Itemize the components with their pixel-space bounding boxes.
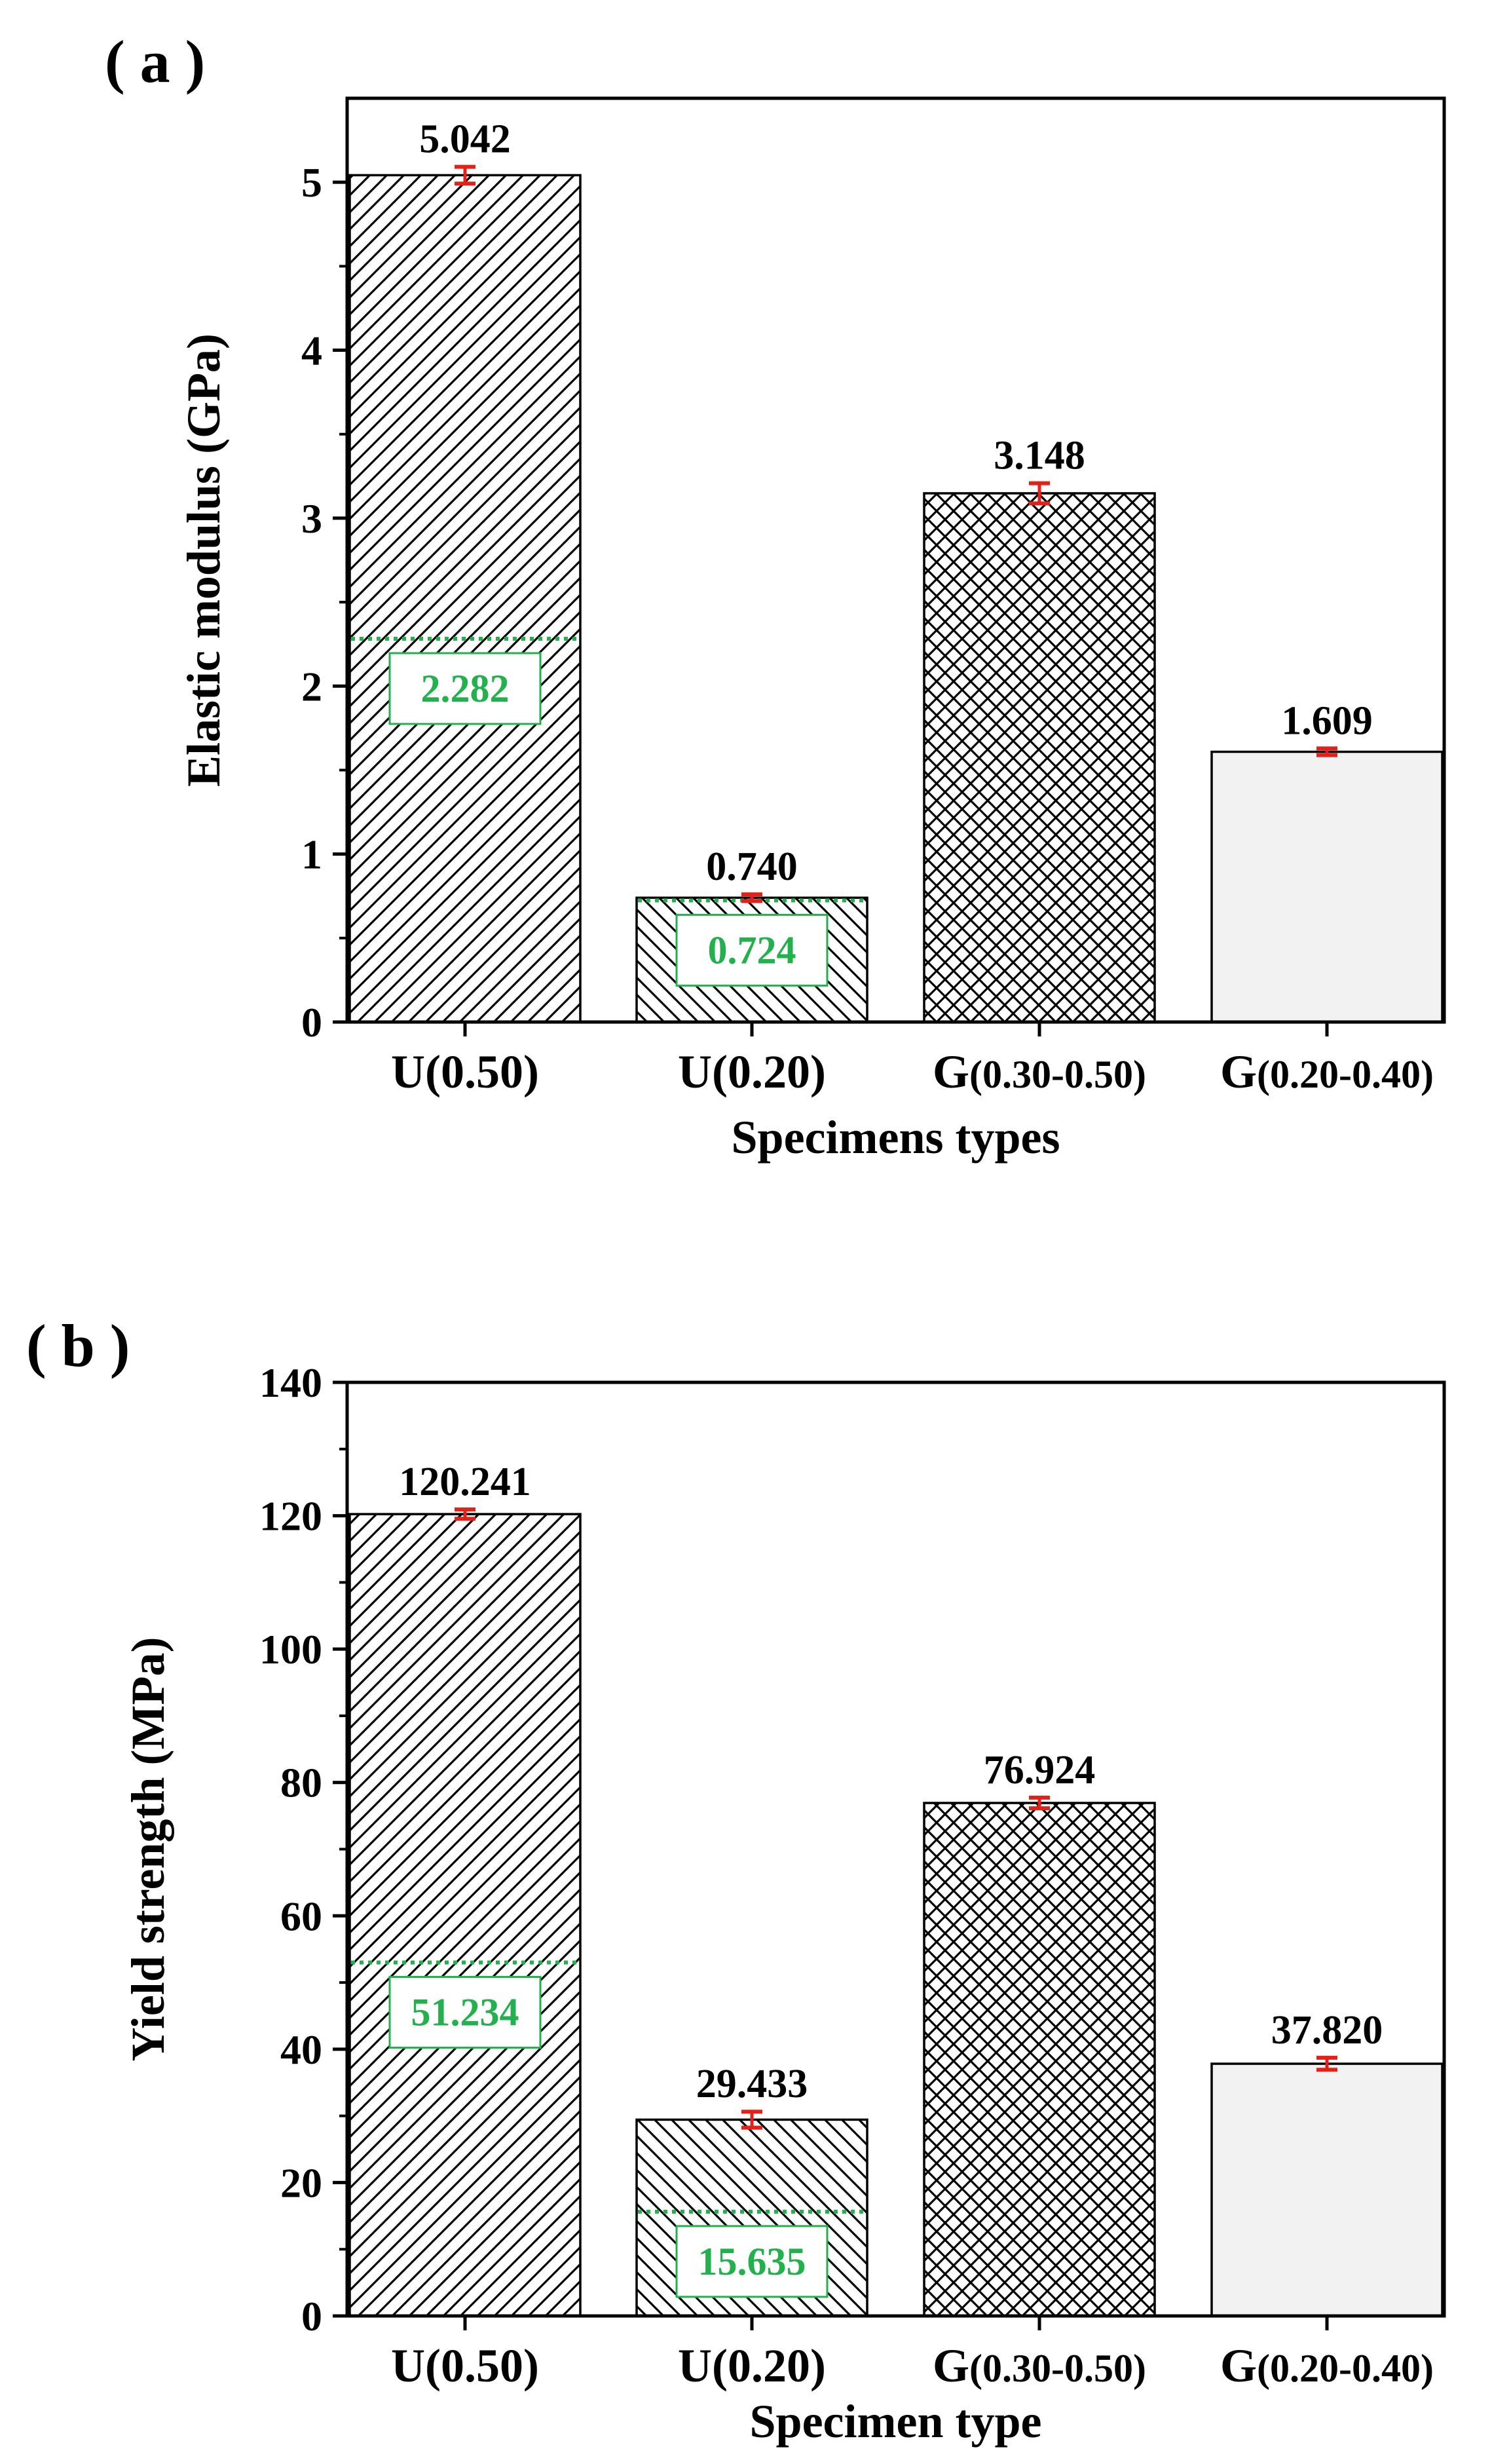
x-tick-label: G(0.30-0.50): [933, 2340, 1146, 2392]
value-label: 3.148: [994, 434, 1085, 478]
y-tick-label: 0: [301, 999, 322, 1046]
y-tick-label: 20: [280, 2159, 322, 2206]
value-label: 5.042: [419, 117, 511, 162]
plot-frame: [345, 96, 1446, 1024]
x-tick-label: G(0.20-0.40): [1220, 1046, 1434, 1098]
panel-label: ( a ): [105, 28, 205, 95]
y-tick-label: 0: [301, 2293, 322, 2340]
y-tick-label: 140: [259, 1359, 322, 1406]
reference-label: 15.635: [698, 2240, 806, 2283]
error-bar: [741, 892, 762, 903]
reference-label: 0.724: [708, 928, 796, 972]
reference-label-box: [675, 2225, 829, 2298]
y-tick-label: 40: [280, 2026, 322, 2073]
x-tick-label: U(0.50): [391, 1046, 539, 1098]
panel-label: ( b ): [26, 1312, 130, 1379]
y-tick-label: 5: [301, 159, 322, 206]
bar: [348, 174, 582, 1023]
x-tick-label: U(0.20): [678, 1046, 826, 1098]
value-label: 0.740: [706, 844, 798, 889]
panel-b-yield-strength: ( b ) 51.234 15.635 120.241 29.433 76.924 37.8…: [26, 1312, 1446, 2448]
y-tick-label: 2: [301, 663, 322, 710]
error-bar: [455, 1507, 476, 1521]
error-bar: [1029, 1795, 1050, 1811]
error-bar: [1029, 481, 1050, 506]
value-label: 76.924: [984, 1748, 1096, 1792]
error-bar: [455, 164, 476, 186]
y-tick-label: 80: [280, 1760, 322, 1806]
y-tick-label: 100: [259, 1626, 322, 1673]
panel-a-elastic-modulus: ( a ) 2.282 0.724 5.042 0.740 3.148 1.609 0 1 2 3 4…: [105, 28, 1446, 1164]
value-label: 1.609: [1281, 698, 1373, 743]
reference-label-box: [388, 652, 542, 725]
bar: [348, 1513, 582, 2317]
error-bar: [1316, 746, 1337, 757]
x-tick-label: G(0.30-0.50): [933, 1046, 1146, 1098]
y-axis-label: Elastic modulus (GPa): [177, 333, 230, 787]
x-axis-label: Specimens types: [732, 1111, 1060, 1164]
bar: [1210, 750, 1444, 1023]
value-label: 37.820: [1271, 2008, 1383, 2053]
y-axis-label: Yield strength (MPa): [122, 1637, 174, 2062]
y-tick-label: 4: [301, 328, 322, 374]
reference-label: 51.234: [411, 1991, 519, 2034]
error-bar: [741, 2110, 762, 2130]
bar: [923, 1802, 1156, 2317]
y-tick-label: 60: [280, 1893, 322, 1939]
x-tick-label: G(0.20-0.40): [1220, 2340, 1434, 2392]
y-tick-label: 1: [301, 831, 322, 878]
bar: [1210, 2062, 1444, 2317]
reference-label-box: [388, 1976, 542, 2049]
y-tick-label: 120: [259, 1493, 322, 1540]
value-label: 29.433: [696, 2062, 808, 2106]
x-axis-label: Specimen type: [750, 2395, 1042, 2448]
reference-label-box: [675, 913, 829, 987]
y-tick-label: 3: [301, 495, 322, 542]
x-tick-label: U(0.20): [678, 2340, 826, 2392]
error-bar: [1316, 2055, 1337, 2072]
value-label: 120.241: [399, 1460, 531, 1504]
x-tick-label: U(0.50): [391, 2340, 539, 2392]
bar: [923, 492, 1156, 1023]
reference-label: 2.282: [421, 667, 510, 710]
